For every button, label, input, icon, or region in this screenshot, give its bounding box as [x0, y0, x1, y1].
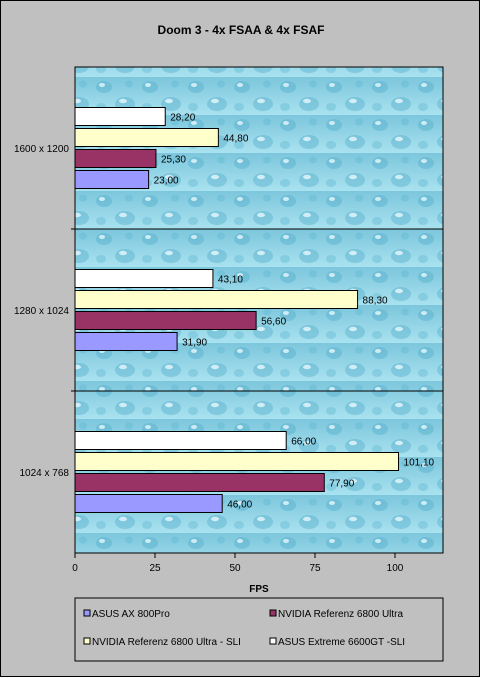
legend: ASUS AX 800Pro NVIDIA Referenz 6800 Ultra… — [74, 597, 444, 662]
data-label: 66,00 — [291, 437, 316, 448]
legend-label: ASUS AX 800Pro — [92, 609, 170, 620]
x-tick-label: 100 — [387, 563, 404, 574]
bar — [74, 290, 359, 309]
category-label: 1600 x 1200 — [14, 144, 69, 155]
bar — [74, 452, 400, 471]
chart-title: Doom 3 - 4x FSAA & 4x FSAF — [158, 23, 325, 37]
data-label: 44,80 — [223, 134, 248, 145]
category-bands — [71, 228, 443, 392]
bar — [74, 170, 150, 189]
x-tick-label: 0 — [72, 563, 78, 574]
bar — [74, 494, 223, 513]
bar — [74, 107, 166, 126]
data-label: 56,60 — [261, 317, 286, 328]
legend-label: ASUS Extreme 6600GT -SLI — [278, 637, 405, 648]
bar — [74, 311, 257, 330]
legend-swatch — [269, 637, 277, 645]
bar — [74, 332, 178, 351]
data-label: 43,10 — [218, 275, 243, 286]
bar — [74, 269, 214, 288]
category-label: 1024 x 768 — [20, 468, 70, 479]
x-tick-label: 75 — [309, 563, 321, 574]
legend-swatch — [269, 609, 277, 617]
data-label: 88,30 — [363, 296, 388, 307]
bar — [74, 149, 157, 168]
data-label-group: 28,20 44,80 25,30 23,00 43,10 88,30 56,60 31,90… — [154, 113, 435, 511]
x-tick-label: 50 — [229, 563, 241, 574]
data-label: 25,30 — [161, 155, 186, 166]
bar — [74, 431, 287, 450]
plot-area — [74, 66, 444, 554]
legend-swatch — [83, 609, 91, 617]
x-axis-label: FPS — [249, 584, 269, 595]
bar-group — [74, 107, 400, 513]
bar — [74, 473, 325, 492]
x-axis: 0 25 50 75 100 — [72, 553, 404, 574]
x-tick-label: 25 — [149, 563, 161, 574]
legend-swatch — [83, 637, 91, 645]
data-label: 46,00 — [227, 500, 252, 511]
legend-label: NVIDIA Referenz 6800 Ultra — [278, 609, 403, 620]
category-label: 1280 x 1024 — [14, 306, 69, 317]
bar — [74, 128, 219, 147]
data-label: 31,90 — [182, 338, 207, 349]
category-label-group: 1600 x 1200 1280 x 1024 1024 x 768 — [14, 144, 69, 479]
data-label: 23,00 — [154, 176, 179, 187]
data-label: 77,90 — [329, 479, 354, 490]
data-label: 101,10 — [404, 458, 435, 469]
legend-label: NVIDIA Referenz 6800 Ultra - SLI — [92, 637, 241, 648]
data-label: 28,20 — [170, 113, 195, 124]
